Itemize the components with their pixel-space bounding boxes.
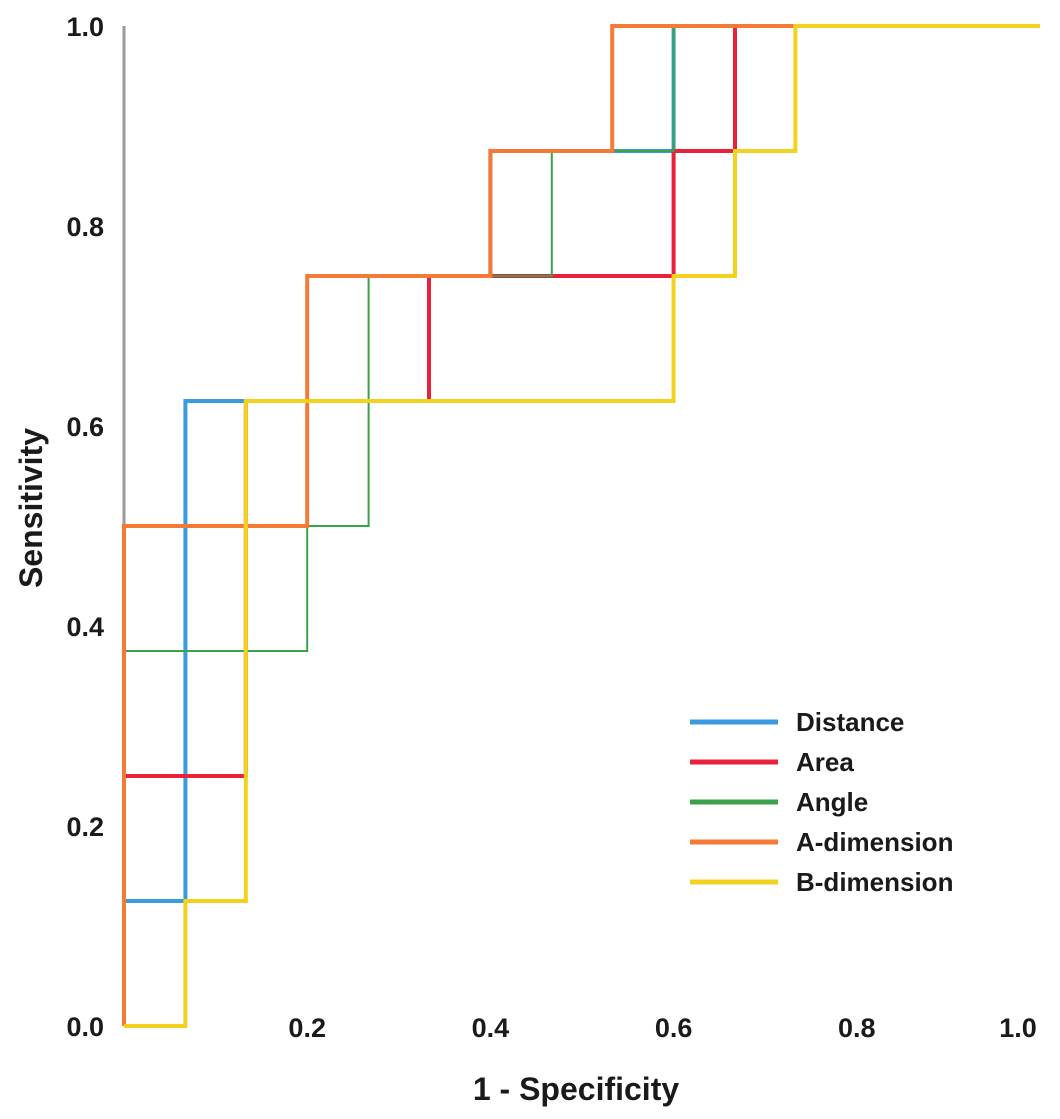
legend: Distance Area Angle A-dimension B-dimension — [690, 707, 953, 897]
y-tick-labels: 0.0 0.2 0.4 0.6 0.8 1.0 — [66, 12, 104, 1042]
y-tick-label: 0.0 — [66, 1012, 104, 1042]
x-tick-labels: 0.2 0.4 0.6 0.8 1.0 — [288, 1013, 1036, 1043]
series-line-a-dimension — [122, 24, 1040, 1026]
y-tick-label: 1.0 — [66, 12, 104, 42]
y-tick-label: 0.2 — [66, 812, 104, 842]
x-tick-label: 0.8 — [838, 1013, 876, 1043]
x-tick-label: 0.2 — [288, 1013, 326, 1043]
x-tick-label: 1.0 — [999, 1013, 1037, 1043]
legend-label: A-dimension — [796, 827, 953, 857]
legend-label: Area — [796, 747, 854, 777]
series-line-b-dimension — [124, 24, 1040, 1028]
legend-label: Angle — [796, 787, 868, 817]
series-layer — [122, 24, 1040, 1028]
legend-label: B-dimension — [796, 867, 953, 897]
y-tick-label: 0.6 — [66, 412, 104, 442]
legend-label: Distance — [796, 707, 904, 737]
y-axis-title: Sensitivity — [13, 428, 49, 588]
y-tick-label: 0.4 — [66, 612, 104, 642]
x-tick-label: 0.4 — [472, 1013, 510, 1043]
x-axis-title: 1 - Specificity — [473, 1071, 680, 1107]
y-tick-label: 0.8 — [66, 212, 104, 242]
x-tick-label: 0.6 — [655, 1013, 693, 1043]
